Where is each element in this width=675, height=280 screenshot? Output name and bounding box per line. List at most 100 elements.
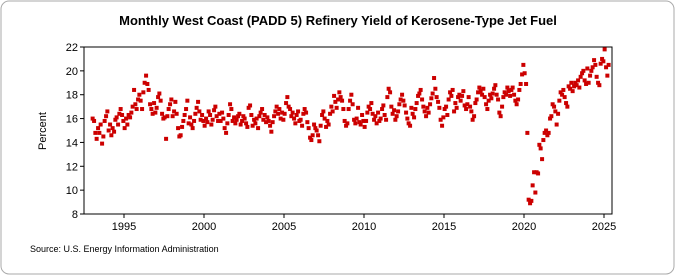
- point: [584, 81, 589, 86]
- point: [318, 123, 323, 128]
- point: [380, 107, 385, 112]
- point: [513, 98, 518, 103]
- point: [93, 130, 98, 135]
- point: [296, 109, 301, 114]
- point: [232, 115, 237, 120]
- point: [220, 110, 225, 115]
- point: [208, 112, 213, 117]
- point: [372, 117, 377, 122]
- point: [292, 116, 297, 121]
- point: [329, 104, 334, 109]
- point: [106, 128, 111, 133]
- point: [506, 89, 511, 94]
- point: [528, 201, 533, 206]
- point: [442, 107, 447, 112]
- point: [586, 80, 591, 85]
- point: [356, 105, 361, 110]
- point: [566, 84, 571, 89]
- point: [360, 112, 365, 117]
- point: [289, 114, 294, 119]
- point: [362, 124, 367, 129]
- point: [100, 141, 105, 146]
- x-tick-label: 2005: [272, 221, 296, 233]
- point: [492, 86, 497, 91]
- point: [400, 92, 405, 97]
- point: [110, 126, 115, 131]
- point: [345, 121, 350, 126]
- point: [364, 118, 369, 123]
- point: [224, 130, 229, 135]
- point: [338, 95, 343, 100]
- point: [244, 121, 249, 126]
- point: [470, 117, 475, 122]
- point: [233, 121, 238, 126]
- point: [425, 105, 430, 110]
- point: [280, 110, 285, 115]
- point: [457, 92, 462, 97]
- point: [186, 121, 191, 126]
- point: [417, 91, 422, 96]
- point: [281, 117, 286, 122]
- point: [274, 104, 279, 109]
- point: [414, 101, 419, 106]
- point: [536, 171, 541, 176]
- point: [378, 116, 383, 121]
- point: [420, 97, 425, 102]
- point: [490, 91, 495, 96]
- point: [334, 105, 339, 110]
- point: [294, 112, 299, 117]
- point: [370, 111, 375, 116]
- point: [550, 102, 555, 107]
- point: [361, 118, 366, 123]
- point: [238, 122, 243, 127]
- point: [581, 68, 586, 73]
- point: [564, 101, 569, 106]
- point: [486, 98, 491, 103]
- point: [440, 123, 445, 128]
- point: [213, 104, 218, 109]
- point: [194, 105, 199, 110]
- point: [288, 107, 293, 112]
- point: [496, 97, 501, 102]
- point: [121, 118, 126, 123]
- point: [589, 68, 594, 73]
- point: [128, 115, 133, 120]
- point: [424, 114, 429, 119]
- point: [273, 109, 278, 114]
- point: [304, 110, 309, 115]
- point: [133, 102, 138, 107]
- point: [542, 130, 547, 135]
- point: [210, 117, 215, 122]
- point: [433, 86, 438, 91]
- point: [316, 133, 321, 138]
- point: [410, 111, 415, 116]
- point: [324, 124, 329, 129]
- point: [454, 105, 459, 110]
- x-tick-label: 2015: [432, 221, 456, 233]
- point: [588, 73, 593, 78]
- point: [429, 96, 434, 101]
- x-tick-label: 2025: [592, 221, 616, 233]
- point: [350, 102, 355, 107]
- point: [197, 109, 202, 114]
- point: [500, 104, 505, 109]
- point: [168, 102, 173, 107]
- x-tick-label: 1995: [112, 221, 136, 233]
- point: [206, 109, 211, 114]
- point: [252, 117, 257, 122]
- point: [452, 109, 457, 114]
- point: [413, 107, 418, 112]
- y-tick-label: 14: [66, 137, 78, 149]
- point: [538, 146, 543, 151]
- point: [196, 99, 201, 104]
- point: [261, 117, 266, 122]
- point: [260, 107, 265, 112]
- point: [166, 107, 171, 112]
- point: [357, 120, 362, 125]
- point: [501, 95, 506, 100]
- point: [418, 87, 423, 92]
- point: [306, 126, 311, 131]
- point: [114, 115, 119, 120]
- point: [202, 123, 207, 128]
- point: [570, 89, 575, 94]
